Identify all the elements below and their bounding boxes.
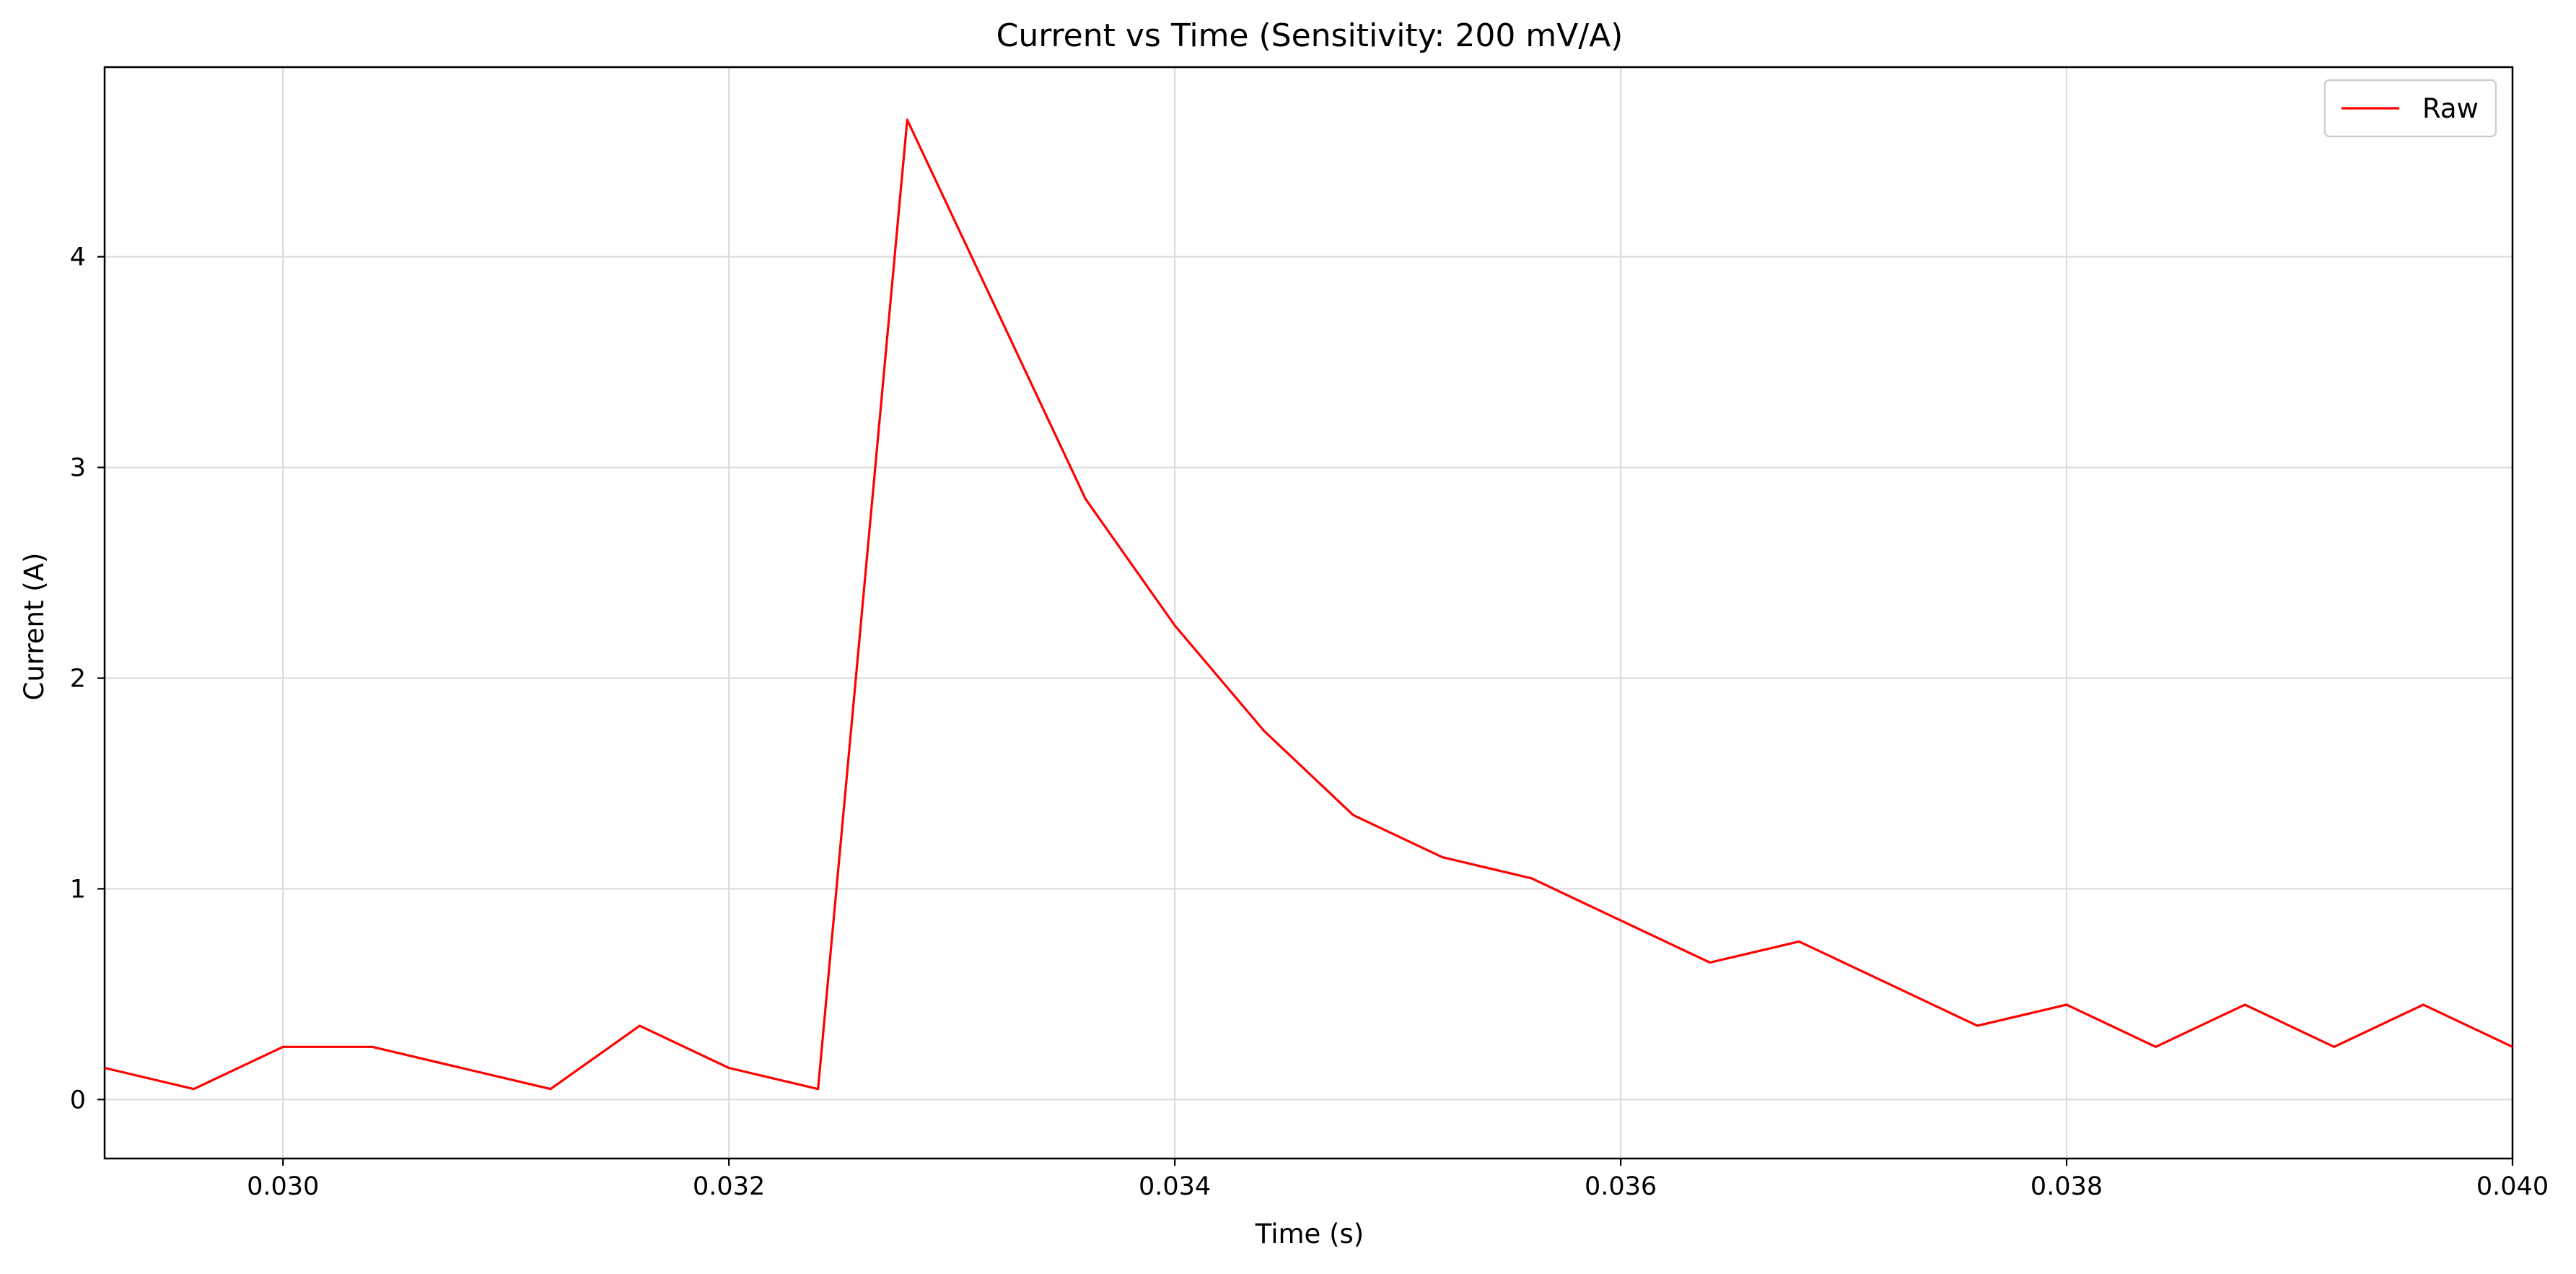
- x-tick-label: 0.034: [1139, 1172, 1211, 1201]
- plot-area: [103, 66, 2514, 1160]
- x-tick-label: 0.036: [1585, 1172, 1657, 1201]
- legend-label-raw: Raw: [2422, 93, 2479, 124]
- y-tick-label: 0: [70, 1086, 86, 1114]
- y-tick-label: 4: [70, 243, 86, 272]
- y-tick-label: 2: [70, 664, 86, 693]
- x-tick-label: 0.032: [693, 1172, 765, 1201]
- series-line-raw: [104, 118, 2513, 1091]
- y-axis-title: Current (A): [19, 553, 50, 701]
- x-axis-title: Time (s): [1255, 1218, 1364, 1249]
- x-tick-label: 0.030: [247, 1172, 319, 1201]
- y-tick-label: 3: [70, 454, 86, 483]
- axis-ticks: 0.030 0.032 0.034 0.036 0.038 0.040 0 1 2 3 4: [70, 243, 2549, 1201]
- y-tick-label: 1: [70, 875, 86, 904]
- x-tick-label: 0.038: [2030, 1172, 2103, 1201]
- x-tick-label: 0.040: [2476, 1172, 2549, 1201]
- chart-title: Current vs Time (Sensitivity: 200 mV/A): [996, 17, 1624, 54]
- legend: Raw: [2323, 79, 2497, 138]
- legend-box: [2323, 79, 2497, 138]
